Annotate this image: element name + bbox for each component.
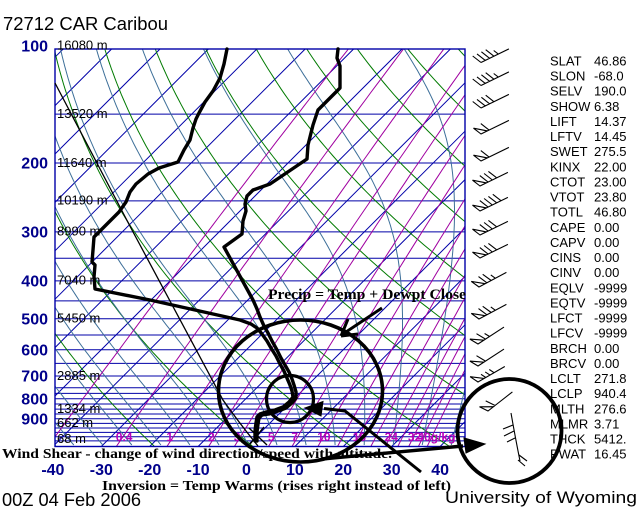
svg-text:-40: -40 [41, 462, 64, 479]
svg-text:271.8: 271.8 [594, 371, 627, 386]
svg-text:46.80: 46.80 [594, 205, 627, 220]
svg-text:0.00: 0.00 [594, 250, 619, 265]
svg-text:-30: -30 [90, 462, 113, 479]
svg-text:6.38: 6.38 [594, 99, 619, 114]
svg-text:00Z 04 Feb 2006: 00Z 04 Feb 2006 [2, 490, 141, 510]
svg-text:BRCV: BRCV [550, 356, 586, 371]
svg-text:CINS: CINS [550, 250, 581, 265]
svg-text:10: 10 [317, 430, 331, 444]
svg-text:46.86: 46.86 [594, 54, 627, 69]
svg-text:CAPV: CAPV [550, 235, 586, 250]
svg-text:40: 40 [431, 462, 449, 479]
svg-text:THCK: THCK [550, 432, 586, 447]
svg-text:0.00: 0.00 [594, 220, 619, 235]
svg-text:SELV: SELV [550, 84, 583, 99]
svg-text:300: 300 [21, 224, 48, 241]
svg-text:SWET: SWET [550, 144, 588, 159]
svg-text:-68.0: -68.0 [594, 69, 624, 84]
svg-text:275.5: 275.5 [594, 144, 627, 159]
svg-text:EQLV: EQLV [550, 280, 584, 295]
svg-text:10: 10 [286, 462, 304, 479]
svg-text:1: 1 [166, 430, 173, 444]
svg-text:0: 0 [242, 462, 251, 479]
svg-text:100: 100 [21, 39, 48, 56]
svg-text:LIFT: LIFT [550, 114, 577, 129]
svg-text:University of Wyoming: University of Wyoming [445, 488, 637, 507]
svg-text:KINX: KINX [550, 159, 581, 174]
svg-text:10190 m: 10190 m [57, 193, 108, 208]
svg-text:SHOW: SHOW [550, 99, 591, 114]
svg-text:Wind Shear - change of wind di: Wind Shear - change of wind direction/sp… [2, 447, 392, 462]
svg-text:14.37: 14.37 [594, 114, 627, 129]
svg-text:900: 900 [21, 411, 48, 428]
svg-text:800: 800 [21, 391, 48, 408]
svg-text:2: 2 [208, 430, 215, 444]
svg-text:16080 m: 16080 m [57, 37, 108, 52]
svg-text:LFTV: LFTV [550, 129, 582, 144]
svg-text:16.45: 16.45 [594, 447, 627, 462]
svg-text:190.0: 190.0 [594, 84, 627, 99]
svg-text:SLAT: SLAT [550, 54, 582, 69]
svg-text:SLON: SLON [550, 69, 585, 84]
svg-text:23.80: 23.80 [594, 190, 627, 205]
svg-text:8990 m: 8990 m [57, 224, 100, 239]
svg-text:5412.: 5412. [594, 432, 627, 447]
svg-text:-9999: -9999 [594, 311, 627, 326]
svg-text:940.4: 940.4 [594, 386, 627, 401]
svg-text:TOTL: TOTL [550, 205, 583, 220]
svg-text:200: 200 [21, 156, 48, 173]
svg-text:14.45: 14.45 [594, 129, 627, 144]
svg-text:72712 CAR Caribou: 72712 CAR Caribou [3, 14, 168, 34]
svg-text:7: 7 [291, 430, 298, 444]
svg-text:0.4: 0.4 [116, 430, 133, 444]
svg-text:-9999: -9999 [594, 295, 627, 310]
svg-text:500: 500 [21, 311, 48, 328]
svg-text:68 m: 68 m [57, 431, 86, 446]
svg-text:13520 m: 13520 m [57, 106, 108, 121]
svg-text:BRCH: BRCH [550, 341, 587, 356]
svg-text:400: 400 [21, 273, 48, 290]
svg-text:24: 24 [385, 430, 399, 444]
svg-text:VTOT: VTOT [550, 190, 584, 205]
svg-text:MLMR: MLMR [550, 416, 588, 431]
svg-text:-20: -20 [138, 462, 161, 479]
svg-text:CTOT: CTOT [550, 175, 585, 190]
svg-text:0.00: 0.00 [594, 265, 619, 280]
svg-text:700: 700 [21, 369, 48, 386]
svg-text:5450 m: 5450 m [57, 311, 100, 326]
svg-text:32: 32 [408, 430, 422, 444]
svg-text:LCLT: LCLT [550, 371, 581, 386]
svg-text:LFCT: LFCT [550, 311, 583, 326]
svg-text:-9999: -9999 [594, 326, 627, 341]
svg-text:-9999: -9999 [594, 280, 627, 295]
svg-text:0.00: 0.00 [594, 356, 619, 371]
svg-text:LFCV: LFCV [550, 326, 584, 341]
svg-text:276.6: 276.6 [594, 401, 627, 416]
svg-text:-10: -10 [187, 462, 210, 479]
svg-text:1334 m: 1334 m [57, 401, 100, 416]
svg-text:40g/kg: 40g/kg [417, 430, 455, 444]
svg-text:7040 m: 7040 m [57, 273, 100, 288]
svg-text:CINV: CINV [550, 265, 581, 280]
svg-text:Precip = Temp + Dewpt Close: Precip = Temp + Dewpt Close [268, 287, 466, 303]
svg-text:2885 m: 2885 m [57, 368, 100, 383]
svg-text:0.00: 0.00 [594, 235, 619, 250]
svg-text:20: 20 [334, 462, 352, 479]
svg-text:0.00: 0.00 [594, 341, 619, 356]
svg-text:23.00: 23.00 [594, 175, 627, 190]
svg-text:3.71: 3.71 [594, 416, 619, 431]
svg-text:EQTV: EQTV [550, 295, 586, 310]
svg-text:662 m: 662 m [57, 415, 93, 430]
svg-text:5: 5 [268, 430, 275, 444]
svg-text:LCLP: LCLP [550, 386, 583, 401]
svg-text:16: 16 [353, 430, 367, 444]
svg-text:CAPE: CAPE [550, 220, 586, 235]
svg-text:22.00: 22.00 [594, 159, 627, 174]
svg-text:600: 600 [21, 342, 48, 359]
svg-text:30: 30 [383, 462, 401, 479]
svg-text:Inversion = Temp Warms (rises: Inversion = Temp Warms (rises right inst… [102, 479, 451, 494]
